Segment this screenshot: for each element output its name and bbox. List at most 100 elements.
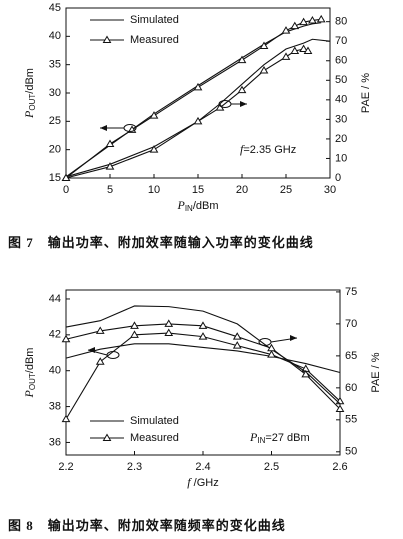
x-axis-label-unit: /GHz (191, 477, 219, 489)
data-point (281, 52, 291, 60)
figure-caption: 图 8 输出功率、附加效率随频率的变化曲线 (8, 518, 286, 533)
y2-tick-label: 80 (335, 16, 347, 28)
annotation-subscript: IN (257, 436, 265, 445)
y2-tick-label: 0 (335, 172, 341, 184)
data-point (237, 55, 247, 64)
y-tick-label: 36 (49, 436, 61, 448)
x-tick-label: 2.5 (264, 461, 279, 473)
data-point (130, 321, 139, 329)
data-point (281, 26, 291, 34)
y-axis-label-symbol: P (22, 389, 36, 398)
x-tick-label: 0 (63, 184, 69, 196)
data-point (61, 173, 71, 181)
y2-tick-label: 60 (335, 55, 347, 67)
arrow-head (88, 347, 95, 353)
data-point (95, 326, 105, 334)
x-tick-label: 20 (236, 184, 248, 196)
series-line (65, 38, 331, 178)
x-axis-label-symbol: f (187, 475, 192, 489)
y2-tick-label: 65 (345, 350, 357, 362)
y-axis-label-subscript: OUT (28, 373, 37, 390)
data-point (193, 82, 203, 91)
data-point (193, 116, 203, 125)
data-point (61, 334, 71, 343)
x-tick-label: 2.4 (195, 461, 210, 473)
x-tick-label: 2.2 (58, 461, 73, 473)
figure-caption: 图 7 输出功率、附加效率随输入功率的变化曲线 (8, 235, 314, 250)
x-tick-label: 5 (107, 184, 113, 196)
y2-tick-label: 60 (345, 382, 357, 394)
x-tick-label: 25 (280, 184, 292, 196)
annotation-text: =2.35 GHz (243, 144, 296, 156)
legend-label: Measured (130, 432, 179, 444)
x-tick-label: 30 (324, 184, 336, 196)
y-axis-label-unit: /dBm (24, 68, 36, 94)
plot-frame (65, 289, 341, 456)
x-tick-label: 15 (192, 184, 204, 196)
x-tick-label: 10 (148, 184, 160, 196)
y-axis-label-unit: /dBm (24, 348, 36, 374)
y-tick-label: 25 (49, 115, 61, 127)
series-line (65, 332, 341, 420)
data-point (316, 14, 326, 23)
y2-tick-label: 70 (345, 318, 357, 330)
series-line (65, 305, 341, 405)
y-axis-label-subscript: OUT (28, 94, 37, 111)
data-point (299, 17, 308, 26)
y-tick-label: 35 (49, 59, 61, 71)
arrow-head (290, 335, 297, 341)
data-point (232, 332, 242, 340)
data-point (105, 139, 115, 147)
annotation-text: =27 dBm (265, 432, 309, 444)
y2-tick-label: 40 (335, 94, 347, 106)
series-line (65, 343, 341, 374)
data-point (164, 319, 174, 327)
legend-label: Measured (130, 34, 179, 46)
arrow-head (100, 125, 107, 131)
data-point (299, 44, 308, 53)
x-tick-label: 2.3 (127, 461, 142, 473)
y2-axis-label: PAE / % (360, 73, 372, 113)
y-tick-label: 15 (49, 172, 61, 184)
annotation-symbol: P (249, 430, 258, 444)
y2-tick-label: 75 (345, 286, 357, 298)
data-point (259, 41, 269, 49)
x-axis-label-subscript: IN (185, 204, 193, 213)
y-tick-label: 44 (49, 293, 61, 305)
x-axis-label: PIN/dBm (176, 198, 218, 213)
y-tick-label: 40 (49, 365, 61, 377)
y2-tick-label: 30 (335, 113, 347, 125)
y-tick-label: 38 (49, 400, 61, 412)
data-point (164, 328, 174, 337)
y2-tick-label: 55 (345, 414, 357, 426)
data-point (267, 350, 276, 358)
data-point (308, 15, 317, 24)
data-point (198, 332, 208, 340)
data-point (267, 343, 276, 352)
y-axis-label-symbol: P (22, 110, 36, 119)
y-tick-label: 30 (49, 87, 61, 99)
y-tick-label: 40 (49, 30, 61, 42)
legend-marker (102, 433, 112, 441)
data-point (301, 369, 311, 378)
data-point (335, 404, 345, 412)
x-axis-label-symbol: P (176, 198, 185, 212)
legend-marker (102, 35, 112, 43)
y-tick-label: 45 (49, 2, 61, 14)
y2-tick-label: 70 (335, 35, 347, 47)
data-point (61, 414, 71, 423)
annotation-symbol: f (240, 142, 245, 156)
x-tick-label: 2.6 (332, 461, 347, 473)
data-point (198, 321, 208, 329)
data-point (290, 46, 300, 54)
y-tick-label: 20 (49, 144, 61, 156)
data-point (149, 111, 159, 119)
y2-tick-label: 50 (345, 446, 357, 458)
data-point (259, 66, 269, 74)
data-point (232, 341, 242, 349)
legend-label: Simulated (130, 14, 179, 26)
data-point (95, 357, 105, 365)
y2-tick-label: 50 (335, 74, 347, 86)
data-point (130, 330, 139, 338)
